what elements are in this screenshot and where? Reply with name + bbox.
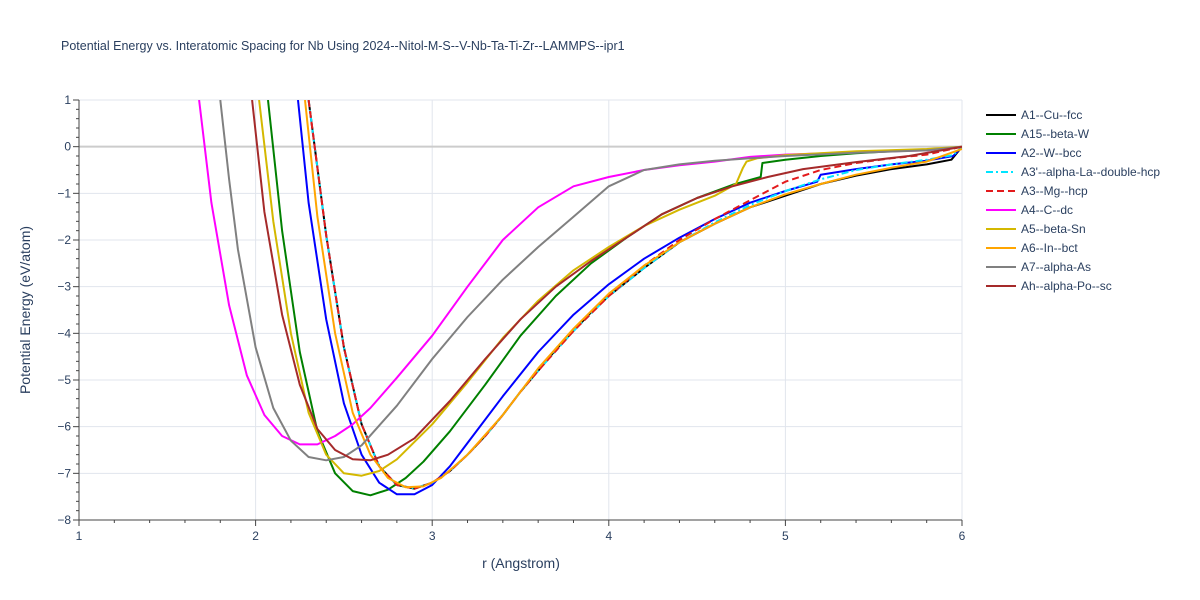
legend-label: A6--In--bct <box>1021 241 1078 255</box>
grid <box>79 99 963 520</box>
legend-item-a1-cu-fcc[interactable]: A1--Cu--fcc <box>986 108 1082 122</box>
y-tick-label: −7 <box>57 466 71 480</box>
legend-label: A5--beta-Sn <box>1021 222 1086 236</box>
series-line-a3-mg-hcp <box>307 100 962 490</box>
legend-item-a4-c-dc[interactable]: A4--C--dc <box>986 203 1073 217</box>
series-line-a4-c-dc <box>198 100 962 446</box>
legend-label: A1--Cu--fcc <box>1021 108 1082 122</box>
y-tick-label: −4 <box>57 326 71 340</box>
y-tick-label: −6 <box>57 420 71 434</box>
x-tick-label: 3 <box>429 529 436 543</box>
y-tick-label: 1 <box>64 93 71 107</box>
y-tick-label: −2 <box>57 233 71 247</box>
axes: 1 2 3 4 5 6 1 0 −1 −2 −3 −4 −5 −6 −7 −8 <box>57 93 965 543</box>
y-axis-title: Potential Energy (eV/atom) <box>17 226 33 394</box>
y-tick-label: −1 <box>57 186 71 200</box>
series-line-a1-cu-fcc <box>307 100 962 490</box>
legend-label: A7--alpha-As <box>1021 260 1091 274</box>
legend-label: Ah--alpha-Po--sc <box>1021 279 1112 293</box>
chart-title: Potential Energy vs. Interatomic Spacing… <box>61 39 625 53</box>
legend-item-a2-w-bcc[interactable]: A2--W--bcc <box>986 146 1081 160</box>
legend-item-a3-alpha-la-double-hcp[interactable]: A3'--alpha-La--double-hcp <box>986 165 1160 179</box>
y-tick-label: −8 <box>57 513 71 527</box>
legend-item-a15-beta-w[interactable]: A15--beta-W <box>986 127 1090 141</box>
series-line-a7-alpha-as <box>219 100 962 462</box>
x-tick-label: 2 <box>252 529 259 543</box>
y-tick-label: −5 <box>57 373 71 387</box>
legend-label: A4--C--dc <box>1021 203 1073 217</box>
legend-item-a6-in-bct[interactable]: A6--In--bct <box>986 241 1078 255</box>
x-tick-label: 4 <box>605 529 612 543</box>
x-axis-title: r (Angstrom) <box>482 555 560 571</box>
legend-item-ah-alpha-po-sc[interactable]: Ah--alpha-Po--sc <box>986 279 1112 293</box>
legend[interactable]: A1--Cu--fcc A15--beta-W A2--W--bcc A3'--alp… <box>986 108 1160 293</box>
series-line-a6-in-bct <box>304 100 962 489</box>
legend-item-a5-beta-sn[interactable]: A5--beta-Sn <box>986 222 1086 236</box>
x-tick-label: 1 <box>76 529 83 543</box>
y-tick-label: 0 <box>64 140 71 154</box>
series-line-a15-beta-w <box>267 100 962 497</box>
legend-label: A3'--alpha-La--double-hcp <box>1021 165 1160 179</box>
series-line-a5-beta-sn <box>258 100 962 477</box>
series-line-ah-alpha-po-sc <box>251 100 962 462</box>
series-line-a3-alpha-la-double-hcp <box>307 100 962 490</box>
legend-label: A15--beta-W <box>1021 127 1090 141</box>
x-tick-label: 5 <box>782 529 789 543</box>
legend-item-a3-mg-hcp[interactable]: A3--Mg--hcp <box>986 184 1088 198</box>
legend-label: A3--Mg--hcp <box>1021 184 1088 198</box>
y-tick-label: −3 <box>57 280 71 294</box>
legend-label: A2--W--bcc <box>1021 146 1081 160</box>
x-tick-label: 6 <box>959 529 966 543</box>
legend-item-a7-alpha-as[interactable]: A7--alpha-As <box>986 260 1091 274</box>
plot-area <box>198 100 962 497</box>
series-line-a2-w-bcc <box>297 100 962 496</box>
